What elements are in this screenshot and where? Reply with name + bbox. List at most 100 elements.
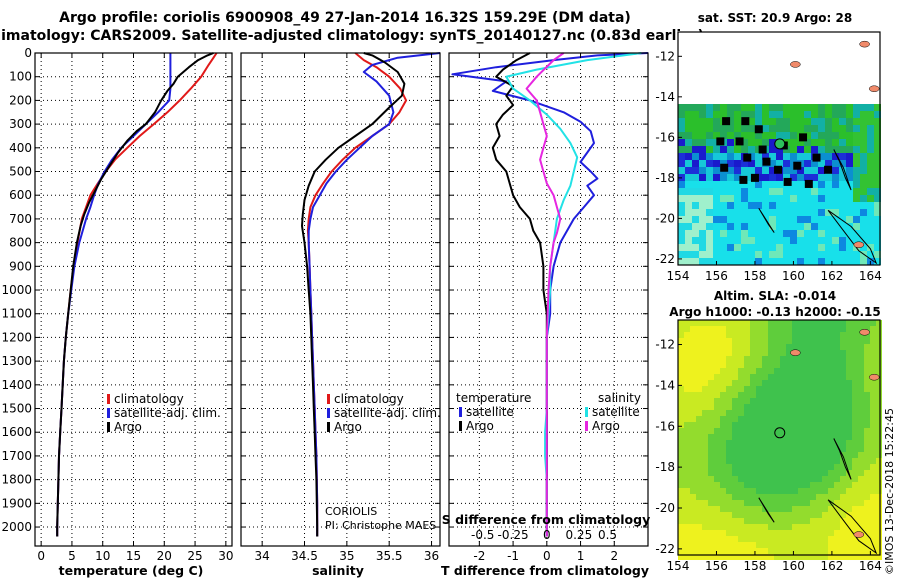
- sst-cell: [699, 160, 706, 167]
- sst-cell: [720, 244, 727, 251]
- sst-cell: [762, 195, 769, 202]
- sst-cell: [811, 202, 818, 209]
- sla-cell: [738, 548, 744, 554]
- sst-cell: [846, 167, 853, 174]
- sla-cell: [774, 320, 780, 326]
- sla-cell: [762, 434, 768, 440]
- sla-cell: [684, 434, 690, 440]
- sst-cell: [720, 125, 727, 132]
- sla-cell: [810, 500, 816, 506]
- sla-cell: [804, 350, 810, 356]
- sla-cell: [840, 542, 846, 548]
- sst-cell: [811, 209, 818, 216]
- sst-cell: [832, 244, 839, 251]
- sla-cell: [792, 506, 798, 512]
- sla-cell: [876, 410, 882, 416]
- sst-cell: [839, 258, 846, 265]
- sla-cell: [678, 542, 684, 548]
- coriolis-annotation: CORIOLIS: [325, 505, 377, 518]
- sla-cell: [720, 404, 726, 410]
- sla-cell: [684, 374, 690, 380]
- sst-cell: [706, 202, 713, 209]
- sla-cell: [732, 410, 738, 416]
- coastline: [758, 497, 775, 523]
- y-tick-label: 700: [9, 212, 32, 226]
- sla-cell: [720, 434, 726, 440]
- sst-cell: [825, 111, 832, 118]
- sla-cell: [816, 464, 822, 470]
- sla-cell: [804, 458, 810, 464]
- sst-cell: [811, 258, 818, 265]
- sst-cell: [734, 118, 741, 125]
- sla-cell: [876, 422, 882, 428]
- sla-cell: [714, 350, 720, 356]
- sst-cell: [797, 104, 804, 111]
- sla-cell: [804, 338, 810, 344]
- sla-cell: [870, 320, 876, 326]
- sla-cell: [864, 434, 870, 440]
- series-line-argo: [56, 52, 214, 537]
- sla-cell: [834, 332, 840, 338]
- sla-cell: [744, 452, 750, 458]
- sst-cell: [741, 181, 748, 188]
- sla-cell: [804, 434, 810, 440]
- s-tick-label: 0: [543, 528, 551, 542]
- sst-cell: [748, 125, 755, 132]
- mask-cell: [754, 125, 763, 134]
- sla-cell: [762, 536, 768, 542]
- sst-cell: [867, 118, 874, 125]
- sla-cell: [792, 464, 798, 470]
- sst-cell: [720, 258, 727, 265]
- sla-cell: [702, 386, 708, 392]
- sst-cell: [846, 174, 853, 181]
- sla-cell: [798, 446, 804, 452]
- sst-cell: [783, 160, 790, 167]
- sla-cell: [870, 536, 876, 542]
- sla-cell: [780, 410, 786, 416]
- sla-cell: [864, 446, 870, 452]
- sla-cell: [876, 320, 882, 326]
- sla-cell: [756, 398, 762, 404]
- sla-cell: [756, 368, 762, 374]
- legend-mark-argo: [327, 422, 330, 432]
- sla-cell: [858, 494, 864, 500]
- sla-cell: [696, 476, 702, 482]
- sla-cell: [804, 368, 810, 374]
- sst-cell: [818, 209, 825, 216]
- sla-cell: [702, 428, 708, 434]
- sla-cell: [732, 542, 738, 548]
- sla-cell: [786, 452, 792, 458]
- sst-cell: [853, 237, 860, 244]
- sla-cell: [798, 548, 804, 554]
- sla-cell: [732, 362, 738, 368]
- sla-cell: [810, 458, 816, 464]
- sst-cell: [685, 181, 692, 188]
- sla-cell: [840, 434, 846, 440]
- sla-cell: [774, 470, 780, 476]
- sst-cell: [692, 160, 699, 167]
- sla-cell: [852, 350, 858, 356]
- sla-cell: [762, 440, 768, 446]
- sst-cell: [874, 258, 881, 265]
- sla-cell: [702, 458, 708, 464]
- sst-cell: [685, 230, 692, 237]
- sst-cell: [797, 237, 804, 244]
- sst-cell: [846, 244, 853, 251]
- sla-cell: [786, 398, 792, 404]
- sla-cell: [750, 476, 756, 482]
- sla-cell: [690, 320, 696, 326]
- sla-cell: [750, 404, 756, 410]
- sla-cell: [810, 392, 816, 398]
- sst-cell: [874, 230, 881, 237]
- sla-cell: [750, 482, 756, 488]
- sst-cell: [874, 104, 881, 111]
- sst-cell: [706, 188, 713, 195]
- sla-cell: [798, 368, 804, 374]
- sla-cell: [864, 512, 870, 518]
- sla-cell: [804, 494, 810, 500]
- sst-cell: [804, 104, 811, 111]
- sst-cell: [790, 195, 797, 202]
- sst-cell: [853, 104, 860, 111]
- sst-cell: [860, 125, 867, 132]
- sst-cell: [727, 174, 734, 181]
